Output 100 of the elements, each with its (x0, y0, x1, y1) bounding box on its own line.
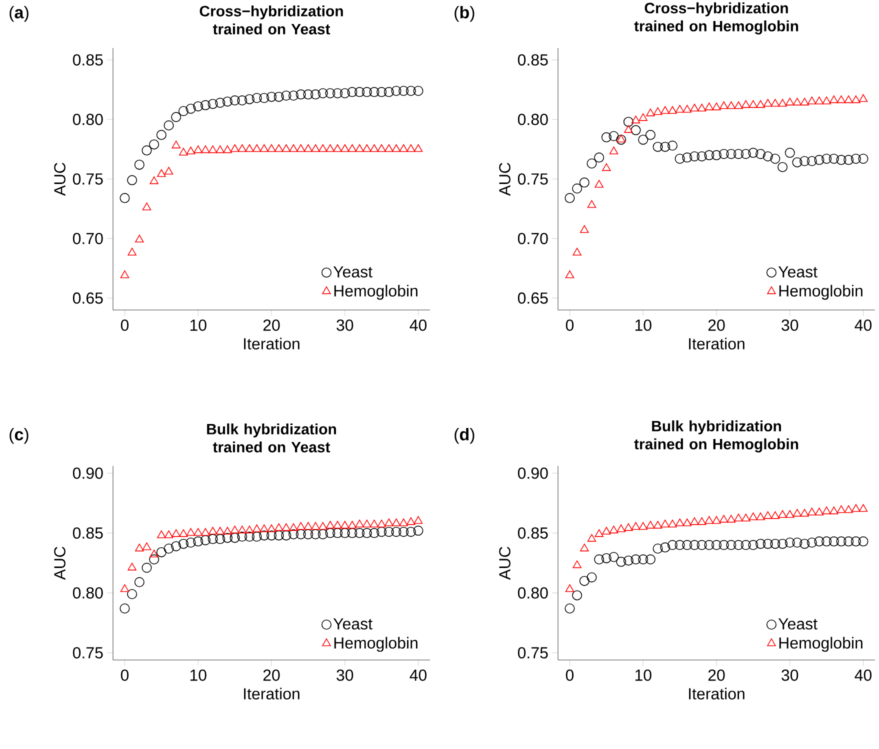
point (800, 508, 809, 517)
point (778, 538, 788, 549)
point (230, 144, 240, 152)
point (222, 532, 232, 543)
point (223, 145, 232, 154)
point (326, 144, 335, 152)
point (142, 145, 152, 156)
point (814, 96, 824, 104)
point (406, 144, 416, 152)
point (638, 113, 648, 121)
point (347, 528, 358, 538)
point (333, 144, 342, 152)
point (157, 530, 166, 538)
text: (c) (10, 428, 28, 444)
point (134, 577, 144, 588)
point (201, 145, 210, 154)
point (245, 526, 254, 534)
point (792, 538, 802, 548)
point (740, 540, 751, 550)
point (149, 554, 160, 564)
point (616, 134, 626, 145)
point (178, 538, 188, 549)
text: (b) (454, 6, 474, 22)
point (704, 102, 714, 110)
point (142, 562, 152, 573)
x-tick-label: 20 (263, 670, 280, 681)
point (719, 514, 728, 523)
point (282, 523, 291, 531)
point (215, 98, 226, 108)
point (748, 512, 758, 520)
point (756, 538, 766, 549)
point (653, 520, 662, 529)
point (399, 144, 408, 152)
point (164, 120, 174, 130)
point (259, 93, 270, 104)
point (704, 150, 714, 160)
point (836, 536, 846, 546)
point (150, 176, 158, 184)
point (296, 144, 306, 152)
point (704, 516, 714, 524)
point (858, 94, 868, 102)
x-tick-label: 40 (410, 320, 427, 331)
point (406, 517, 416, 525)
point (362, 520, 372, 528)
point (208, 526, 218, 535)
x-axis-title: Iteration (689, 688, 744, 700)
chart-title: Cross−hybridization trained on Yeast (200, 5, 343, 34)
point (413, 86, 424, 96)
point (830, 506, 838, 514)
point (216, 526, 225, 535)
point (594, 554, 604, 564)
point (778, 510, 787, 518)
legend-label: Yeast (333, 266, 372, 278)
point (712, 540, 722, 550)
point (340, 520, 350, 529)
point (624, 523, 633, 531)
point (792, 157, 802, 168)
point (609, 526, 618, 534)
point (638, 134, 648, 145)
point (348, 144, 357, 152)
point (808, 96, 816, 104)
x-tick-label: 20 (708, 320, 725, 331)
point (391, 526, 402, 537)
x-tick-label: 0 (120, 670, 129, 681)
point (697, 104, 706, 112)
point (667, 140, 678, 151)
point (652, 544, 663, 554)
point (362, 144, 372, 152)
x-tick-label: 10 (635, 320, 652, 331)
point (653, 107, 662, 115)
point (652, 142, 663, 152)
point (414, 516, 423, 524)
x-tick-label: 30 (336, 670, 354, 681)
chart-title: Cross−hybridization trained on Hemoglobin (634, 2, 798, 34)
point (712, 102, 721, 110)
point (304, 522, 313, 530)
point (587, 534, 596, 542)
point (208, 145, 218, 154)
point (296, 522, 306, 530)
point (172, 529, 180, 537)
x-tick-label: 10 (190, 670, 206, 681)
point (828, 536, 839, 546)
point (398, 526, 409, 537)
point (288, 529, 299, 540)
point (186, 146, 196, 154)
point (252, 144, 262, 152)
point (689, 540, 700, 550)
point (281, 90, 292, 101)
point (318, 529, 328, 540)
point (770, 538, 780, 549)
point (682, 518, 692, 526)
point (369, 528, 380, 538)
point (660, 542, 670, 552)
y-tick-label: 0.65 (72, 292, 103, 304)
point (690, 517, 699, 525)
point (858, 536, 868, 546)
point (800, 98, 809, 106)
point (792, 508, 802, 517)
x-axis-title: Iteration (244, 688, 300, 700)
point (572, 184, 582, 194)
